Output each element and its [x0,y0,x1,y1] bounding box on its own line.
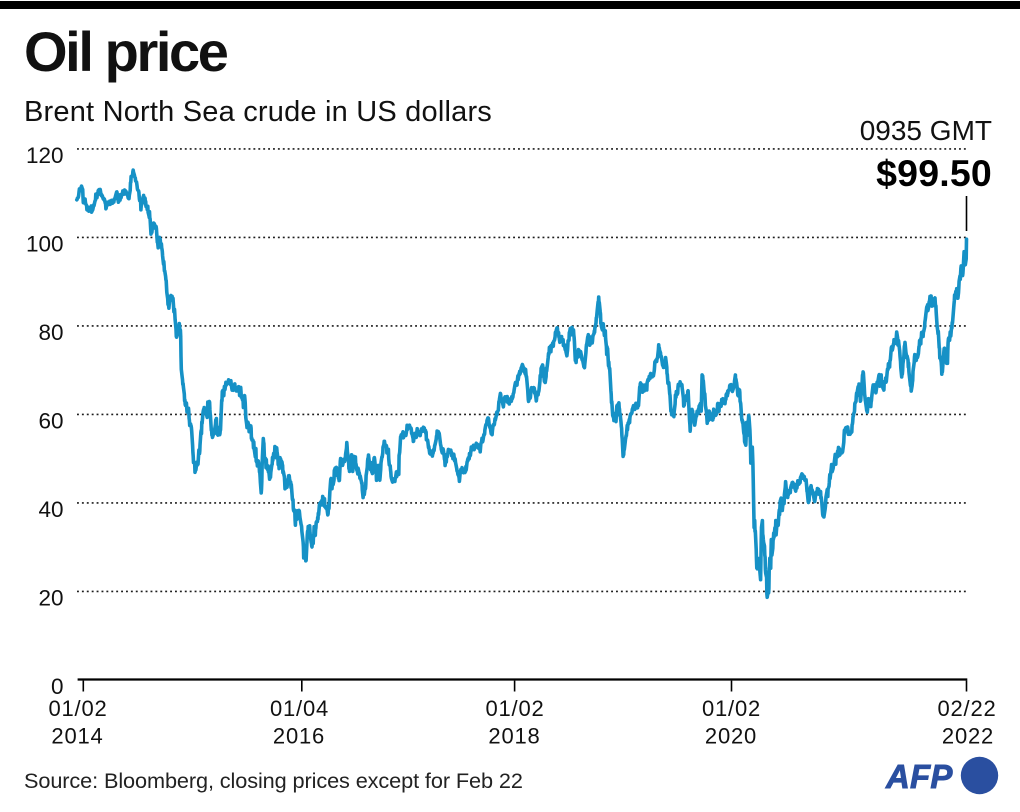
svg-text:2022: 2022 [942,724,994,749]
svg-text:20: 20 [38,586,63,611]
svg-text:2018: 2018 [488,724,540,749]
svg-text:01/02: 01/02 [48,696,107,721]
svg-text:80: 80 [38,320,63,345]
svg-text:2016: 2016 [273,724,325,749]
svg-text:01/04: 01/04 [270,696,329,721]
svg-text:40: 40 [38,497,63,522]
svg-text:100: 100 [26,232,64,257]
svg-text:2014: 2014 [51,724,103,749]
svg-text:02/22: 02/22 [937,696,996,721]
svg-text:60: 60 [38,409,63,434]
svg-text:01/02: 01/02 [702,696,761,721]
svg-text:120: 120 [26,143,64,168]
svg-text:2020: 2020 [705,724,757,749]
svg-text:01/02: 01/02 [485,696,544,721]
svg-text:0: 0 [51,674,64,699]
